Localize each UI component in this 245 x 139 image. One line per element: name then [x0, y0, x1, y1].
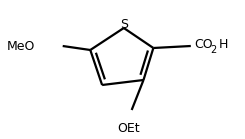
Text: 2: 2	[210, 45, 217, 55]
Text: H: H	[218, 38, 228, 50]
Text: MeO: MeO	[7, 39, 35, 53]
Text: CO: CO	[194, 38, 212, 50]
Text: S: S	[120, 18, 128, 31]
Text: OEt: OEt	[117, 122, 140, 135]
